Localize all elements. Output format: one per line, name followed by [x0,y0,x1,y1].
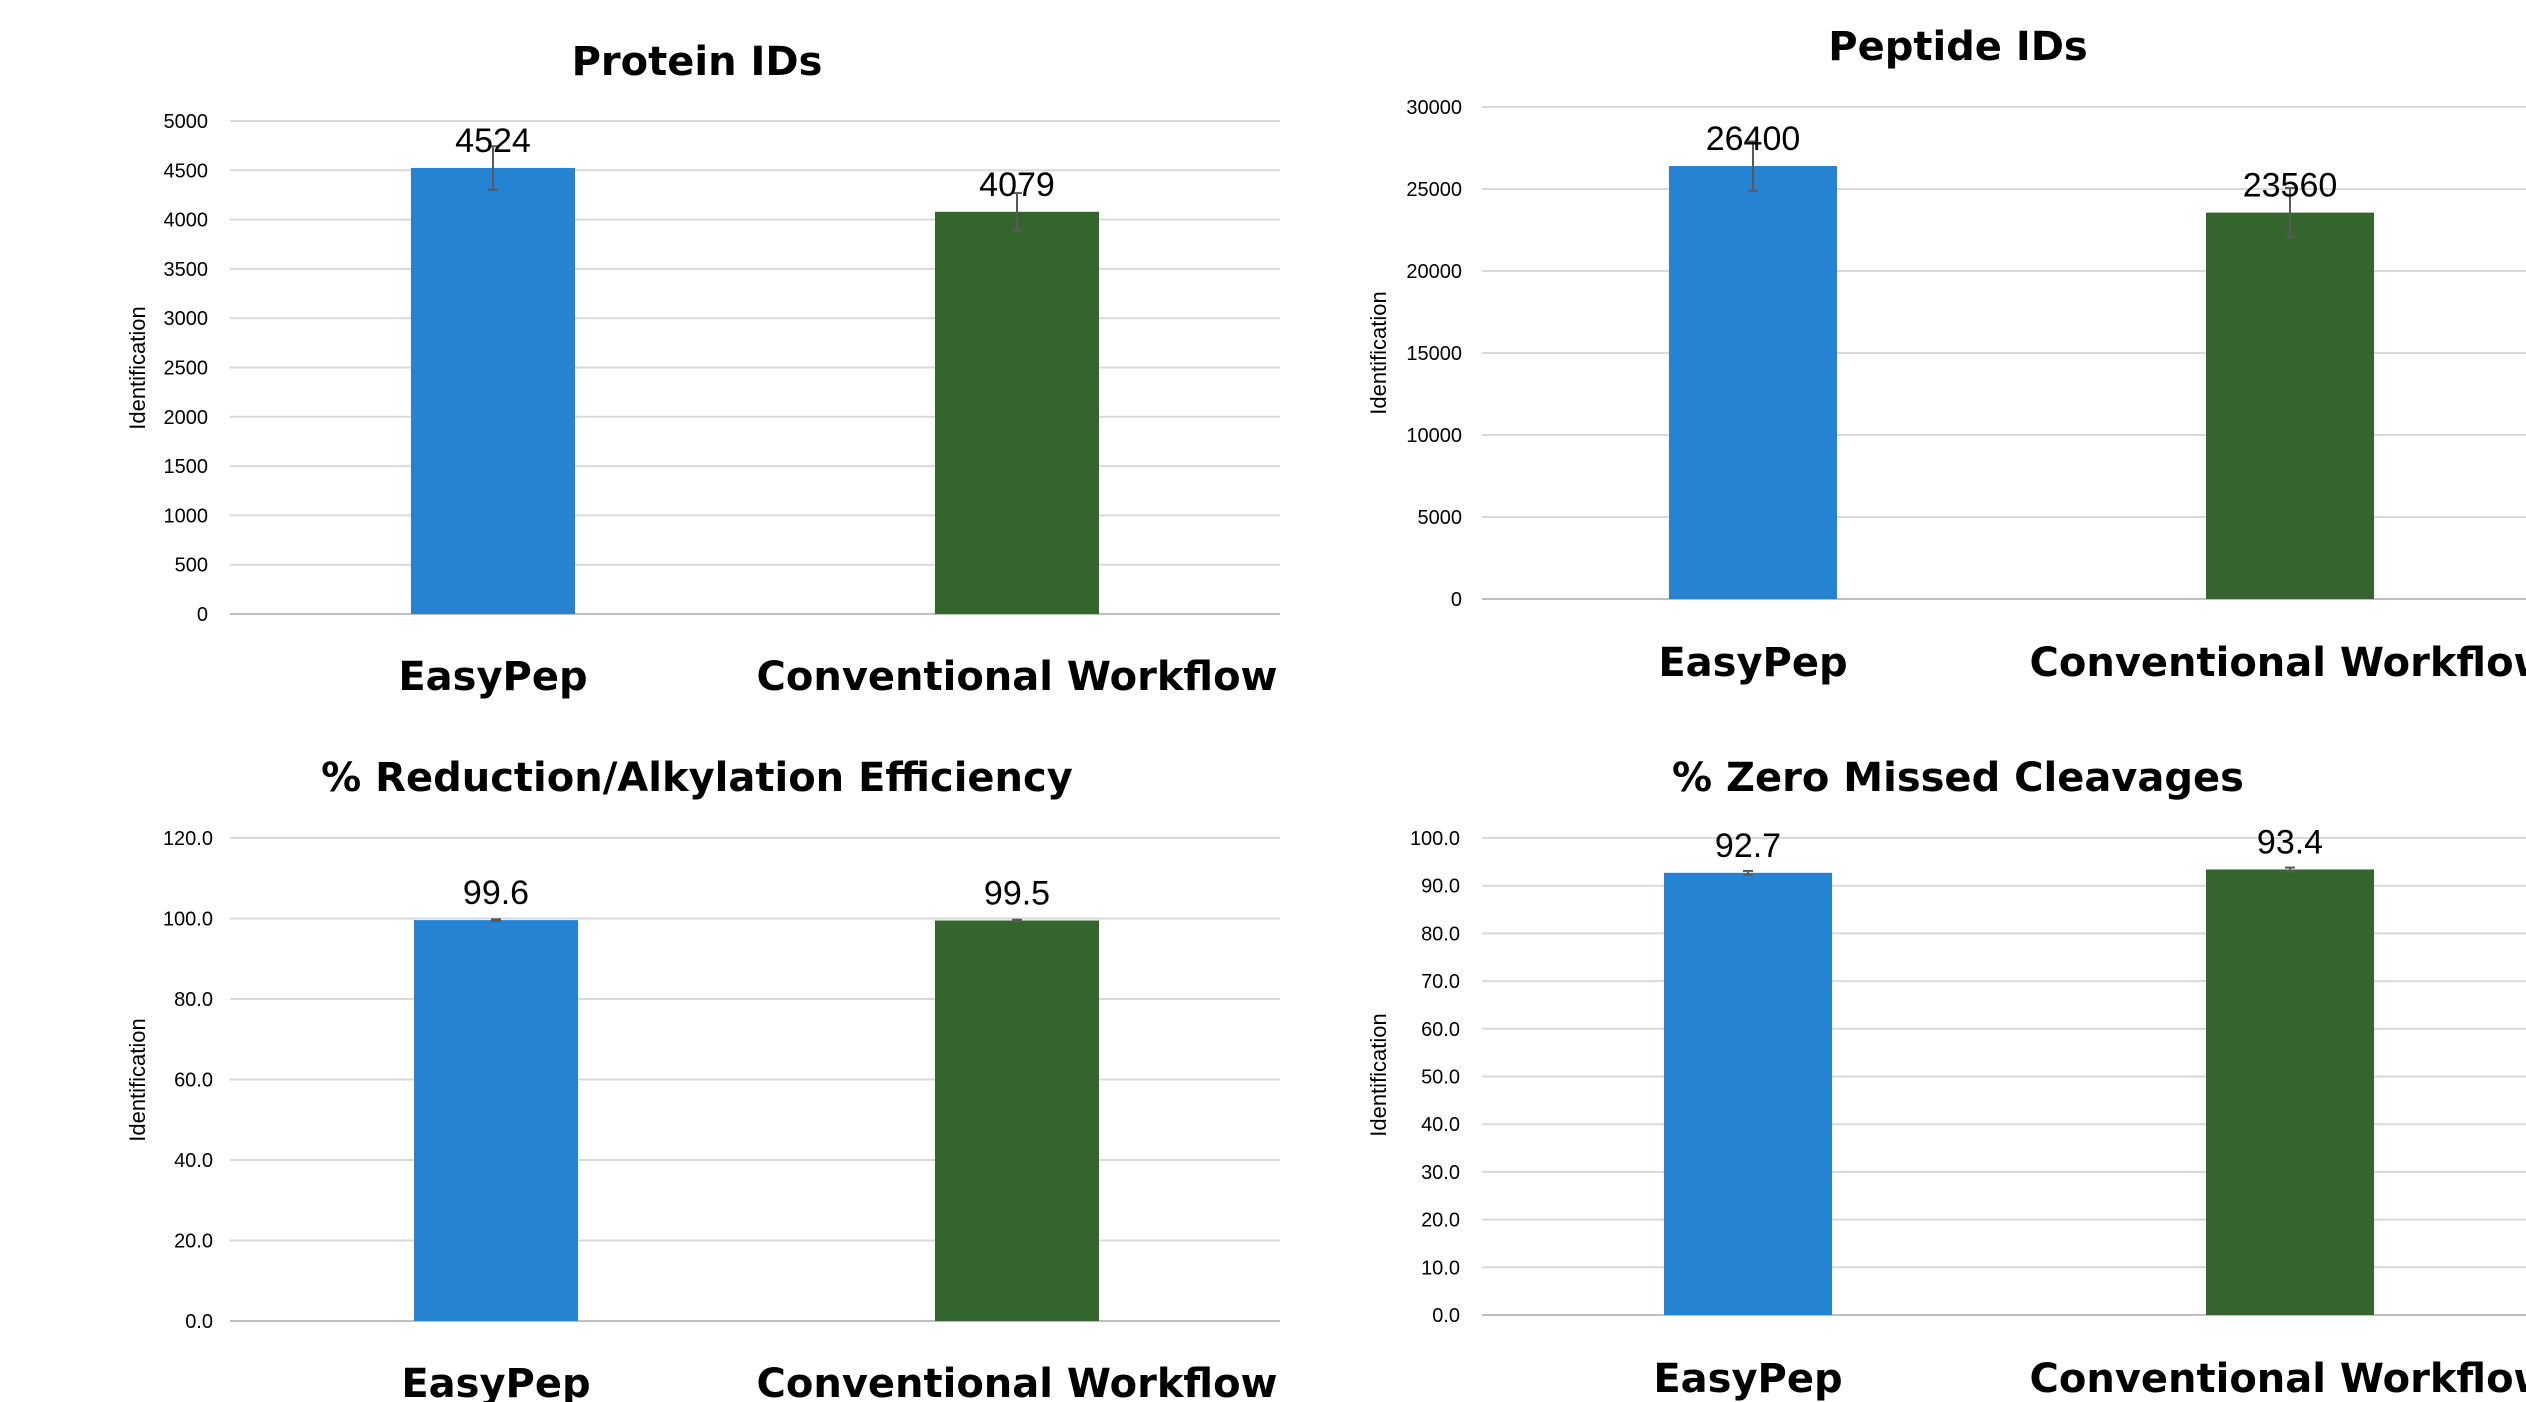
bar [1669,166,1837,600]
y-tick-label: 90.0 [1421,876,1460,898]
y-tick-label: 60.0 [174,1070,213,1092]
y-tick-label: 4000 [164,210,209,232]
zero-missed-cleavages-chart: % Zero Missed Cleavages Identification 0… [1366,755,2526,1402]
y-tick-label: 20000 [1406,261,1462,283]
y-tick-label: 30000 [1406,97,1462,119]
y-tick-label: 100.0 [163,909,213,931]
data-label: 92.7 [1715,827,1781,865]
data-label: 99.6 [463,874,529,912]
category-label: EasyPep [1658,640,1847,686]
bar [411,167,575,614]
y-tick-label: 10.0 [1421,1257,1460,1279]
data-label: 23560 [2243,167,2338,205]
chart-title: % Zero Missed Cleavages [1672,755,2244,801]
y-tick-label: 500 [175,555,208,577]
category-label: EasyPep [398,654,587,700]
y-tick-label: 0.0 [185,1311,213,1333]
y-axis-label: Identification [1366,291,1391,415]
y-tick-label: 20.0 [1421,1210,1460,1232]
y-tick-label: 2500 [164,358,209,380]
chart-title: % Reduction/Alkylation Efficiency [321,755,1073,801]
y-tick-label: 10000 [1406,425,1462,447]
category-label: Conventional Workflow [757,654,1278,700]
data-label: 99.5 [984,875,1050,913]
y-tick-label: 30.0 [1421,1162,1460,1184]
y-axis-label: Identification [125,1018,150,1142]
category-label: Conventional Workflow [2030,1356,2526,1402]
category-label: Conventional Workflow [757,1361,1278,1402]
category-label: EasyPep [1653,1356,1842,1402]
y-tick-label: 3500 [164,259,209,281]
bar [935,211,1099,614]
chart-title: Protein IDs [572,39,823,85]
data-label: 4524 [455,122,531,160]
y-tick-label: 25000 [1406,179,1462,201]
y-tick-label: 0 [197,604,208,626]
y-tick-label: 5000 [164,111,209,133]
y-tick-label: 50.0 [1421,1067,1460,1089]
y-tick-label: 40.0 [1421,1114,1460,1136]
bar [2206,212,2374,599]
peptide-ids-chart: Peptide IDs Identification 0 5000 10000 150… [1366,24,2526,686]
y-tick-label: 1500 [164,456,209,478]
chart-title: Peptide IDs [1828,24,2088,70]
y-tick-label: 0 [1451,589,1462,611]
y-tick-label: 80.0 [174,989,213,1011]
bar [935,920,1099,1321]
bar [414,920,578,1321]
y-tick-label: 4500 [164,160,209,182]
protein-ids-chart: Protein IDs Identification 0 500 1000 1500 2… [125,39,1280,700]
y-tick-label: 0.0 [1432,1305,1460,1327]
data-label: 4079 [979,166,1055,204]
category-label: Conventional Workflow [2030,640,2526,686]
bar [1664,872,1832,1315]
y-tick-label: 15000 [1406,343,1462,365]
data-label: 26400 [1706,120,1801,158]
data-label: 93.4 [2257,823,2323,861]
y-tick-label: 100.0 [1410,828,1460,850]
y-tick-label: 120.0 [163,828,213,850]
y-tick-label: 80.0 [1421,923,1460,945]
y-tick-label: 3000 [164,308,209,330]
y-axis-label: Identification [1366,1013,1391,1137]
y-tick-label: 20.0 [174,1231,213,1253]
y-tick-label: 5000 [1418,507,1463,529]
y-axis-label: Identification [125,306,150,430]
y-tick-label: 40.0 [174,1150,213,1172]
bar [2206,869,2374,1315]
reduction-alkylation-efficiency-chart: % Reduction/Alkylation Efficiency Identi… [125,755,1280,1402]
y-tick-label: 60.0 [1421,1019,1460,1041]
y-tick-label: 2000 [164,407,209,429]
category-label: EasyPep [401,1361,590,1402]
y-tick-label: 70.0 [1421,971,1460,993]
y-tick-label: 1000 [164,505,209,527]
